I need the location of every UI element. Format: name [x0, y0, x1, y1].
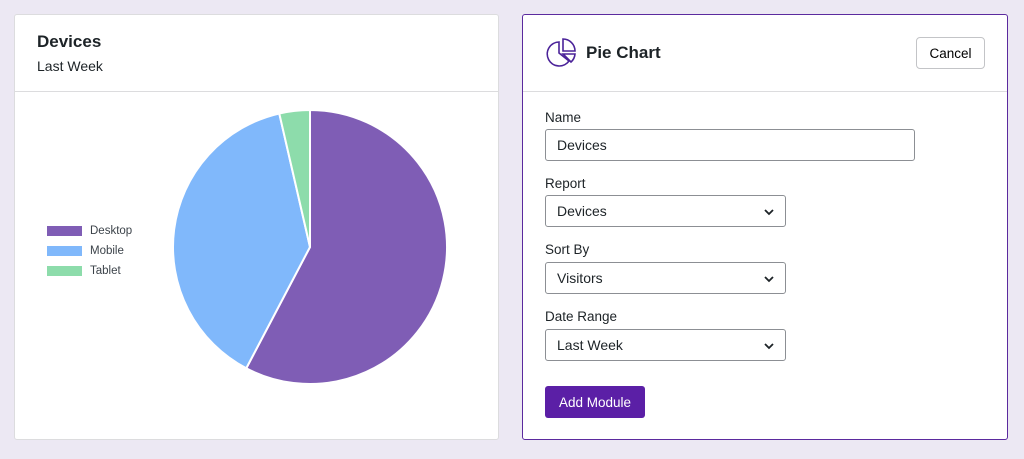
report-label: Report — [545, 176, 586, 191]
widget-header: Devices Last Week — [15, 15, 498, 92]
sort-label: Sort By — [545, 242, 590, 257]
date-range-select[interactable]: Last Week — [545, 329, 786, 361]
legend-item: Tablet — [47, 261, 132, 281]
chevron-down-icon — [764, 276, 774, 283]
name-value: Devices — [557, 137, 607, 153]
add-module-button[interactable]: Add Module — [545, 386, 645, 418]
devices-widget: Devices Last Week Desktop Mobile Tablet — [14, 14, 499, 440]
legend-label: Mobile — [90, 245, 124, 257]
date-range-label: Date Range — [545, 309, 618, 324]
legend-label: Tablet — [90, 265, 121, 277]
form-header: Pie Chart Cancel — [523, 15, 1007, 92]
pie-slice-desktop — [244, 108, 448, 385]
widget-title: Devices — [37, 32, 102, 51]
chart-legend: Desktop Mobile Tablet — [47, 221, 132, 281]
legend-label: Desktop — [90, 225, 133, 237]
report-select[interactable]: Devices — [545, 195, 786, 227]
report-value: Devices — [557, 203, 607, 219]
cancel-button[interactable]: Cancel — [916, 37, 985, 69]
pie-slice-tablet — [278, 108, 311, 248]
date-range-value: Last Week — [557, 337, 623, 353]
chevron-down-icon — [764, 343, 774, 350]
name-input[interactable]: Devices — [545, 129, 915, 161]
name-label: Name — [545, 110, 582, 125]
legend-swatch — [47, 226, 82, 236]
legend-swatch — [47, 246, 82, 256]
form-title: Pie Chart — [586, 43, 661, 62]
sort-value: Visitors — [557, 270, 603, 286]
pie-chart-icon — [546, 38, 576, 67]
pie-chart — [172, 108, 448, 385]
sort-select[interactable]: Visitors — [545, 262, 786, 294]
pie-slice-mobile — [172, 112, 312, 370]
pie-chart-form: Pie Chart Cancel Name Devices Report Dev… — [522, 14, 1008, 440]
chevron-down-icon — [764, 209, 774, 216]
widget-subtitle: Last Week — [37, 58, 103, 74]
legend-item: Desktop — [47, 221, 132, 241]
legend-item: Mobile — [47, 241, 132, 261]
legend-swatch — [47, 266, 82, 276]
